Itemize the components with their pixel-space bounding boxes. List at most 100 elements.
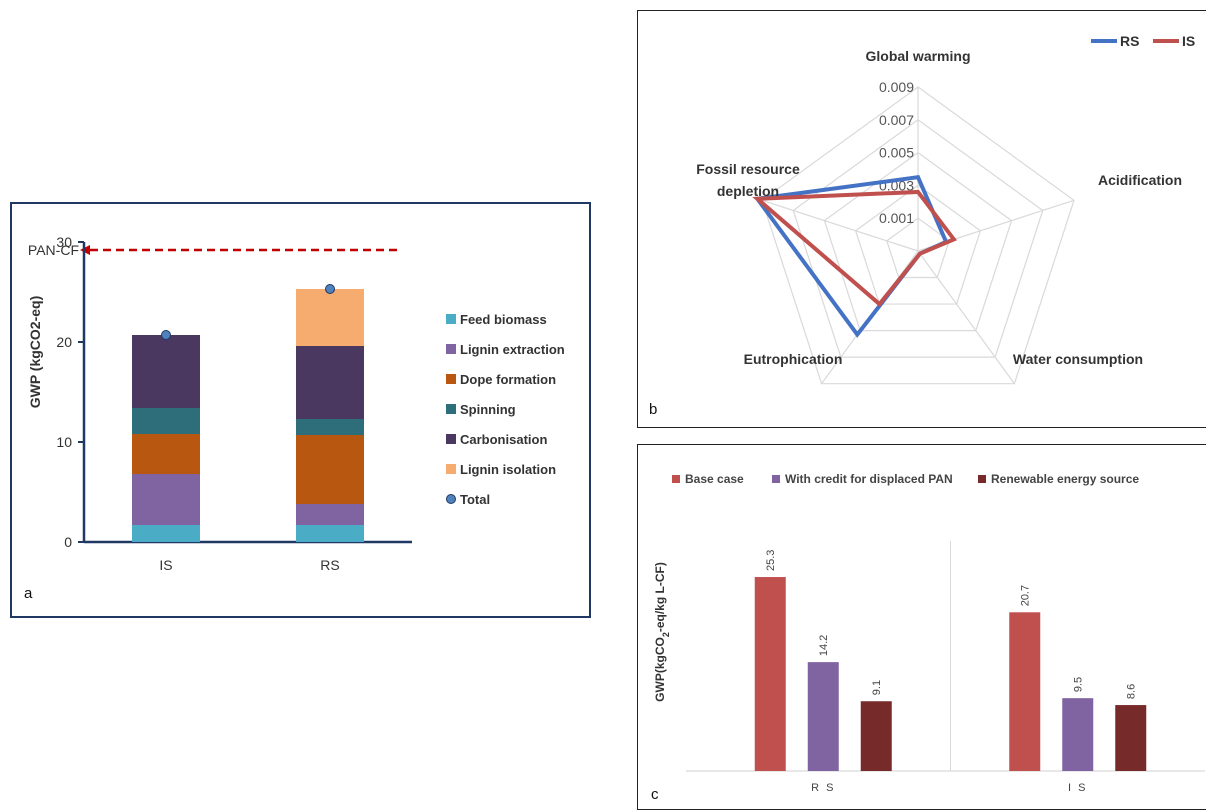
bars: 25.3 14.2 9.1 20.7 9.5 8.6 bbox=[754, 550, 1147, 771]
radar-axis-label-line: Global warming bbox=[865, 48, 970, 64]
legend-label: Base case bbox=[685, 472, 744, 486]
legend-label: Carbonisation bbox=[460, 432, 547, 447]
radar-tick-label: 0.007 bbox=[879, 112, 914, 128]
legend-label: Lignin isolation bbox=[460, 462, 556, 477]
x-tick-label: I S bbox=[1068, 782, 1087, 794]
legend-label: Spinning bbox=[460, 402, 516, 417]
legend-label: Total bbox=[460, 492, 490, 507]
radar-axis-label-eutrophication: Eutrophication bbox=[744, 351, 843, 367]
y-tick-label: 20 bbox=[56, 334, 72, 350]
radar-series-is bbox=[752, 189, 958, 307]
legend: RS IS bbox=[1091, 33, 1195, 49]
bar-with-credit-for-displaced-pan bbox=[807, 662, 839, 771]
radar-tick-label: 0.001 bbox=[879, 210, 914, 226]
radar-axis-label-global-warming: Global warming bbox=[865, 48, 970, 64]
radar-axis-label-line: Water consumption bbox=[1013, 351, 1143, 367]
legend-swatch bbox=[672, 475, 680, 483]
radar-axis-label-line: Acidification bbox=[1098, 172, 1182, 188]
y-axis-title-rest: -eq/kg L-CF) bbox=[653, 562, 667, 632]
gwp-stacked-bar-chart: PAN-CF 0 10 20 30 IS RS Feed biomass Lignin ex… bbox=[24, 234, 565, 602]
legend-item-is: IS bbox=[1153, 33, 1195, 49]
pan-cf-reference: PAN-CF bbox=[28, 242, 397, 258]
panel-a-stacked-bar-chart: PAN-CF 0 10 20 30 IS RS Feed biomass Lignin ex… bbox=[10, 202, 591, 618]
radar-spoke bbox=[917, 250, 1015, 385]
data-label: 20.7 bbox=[1020, 585, 1032, 606]
x-tick-label: R S bbox=[811, 782, 835, 794]
bar-segment-lignin-isolation bbox=[296, 289, 364, 346]
pan-cf-label: PAN-CF bbox=[28, 242, 79, 258]
data-label: 25.3 bbox=[765, 550, 777, 571]
legend-swatch bbox=[446, 464, 456, 474]
legend-swatch bbox=[978, 475, 986, 483]
gwp-scenario-bar-chart: Base case With credit for displaced PAN Re… bbox=[651, 472, 1205, 803]
bar-segment-lignin-extraction bbox=[132, 474, 200, 525]
legend-item-renewable-energy-source: Renewable energy source bbox=[978, 472, 1139, 486]
legend-item-total: Total bbox=[446, 492, 490, 507]
radar-axis-label-acidification: Acidification bbox=[1098, 172, 1182, 188]
legend-label: Feed biomass bbox=[460, 312, 547, 327]
radar-axis-label-water-consumption: Water consumption bbox=[1013, 351, 1143, 367]
legend-swatch bbox=[446, 434, 456, 444]
bar-segment-dope-formation bbox=[296, 435, 364, 504]
panel-letter-a: a bbox=[24, 585, 33, 602]
radar-spoke bbox=[761, 199, 919, 252]
legend-item-rs: RS bbox=[1091, 33, 1139, 49]
bar-segment-spinning bbox=[132, 408, 200, 434]
bar-with-credit-for-displaced-pan bbox=[1062, 698, 1094, 771]
data-label: 9.1 bbox=[871, 680, 883, 695]
data-label: 14.2 bbox=[818, 635, 830, 656]
radar-grid bbox=[761, 86, 1075, 385]
panel-b-radar-chart: 0.001 0.003 0.005 0.007 0.009 Global warming… bbox=[637, 10, 1206, 428]
radar-axis-label-line: depletion bbox=[717, 183, 779, 199]
legend-swatch bbox=[446, 314, 456, 324]
legend-swatch bbox=[446, 494, 456, 504]
legend-item-spinning: Spinning bbox=[446, 402, 516, 417]
legend-label: Lignin extraction bbox=[460, 342, 565, 357]
legend-item-with-credit-for-displaced-pan: With credit for displaced PAN bbox=[772, 472, 953, 486]
y-tick-label: 30 bbox=[56, 234, 72, 250]
legend-swatch bbox=[446, 344, 456, 354]
panel-letter-c: c bbox=[651, 786, 659, 803]
y-tick-label: 10 bbox=[56, 434, 72, 450]
total-marker bbox=[161, 330, 171, 340]
legend-item-feed-biomass: Feed biomass bbox=[446, 312, 547, 327]
bar-segment-feed-biomass bbox=[132, 525, 200, 542]
bar-base-case bbox=[1009, 612, 1041, 771]
y-axis-title-subscript: 2 bbox=[661, 632, 671, 637]
legend-label: Renewable energy source bbox=[991, 472, 1139, 486]
legend-swatch bbox=[772, 475, 780, 483]
legend-label: IS bbox=[1182, 33, 1195, 49]
legend: Base case With credit for displaced PAN Re… bbox=[672, 472, 1139, 486]
x-tick-label: IS bbox=[159, 557, 172, 573]
legend-item-lignin-extraction: Lignin extraction bbox=[446, 342, 565, 357]
radar-tick-label: 0.009 bbox=[879, 79, 914, 95]
radar-gridline bbox=[854, 184, 982, 305]
data-label: 8.6 bbox=[1126, 684, 1138, 699]
y-axis-title: GWP(kgCO2-eq/kg L-CF) bbox=[653, 562, 671, 702]
data-label: 9.5 bbox=[1073, 677, 1085, 692]
legend: Feed biomass Lignin extraction Dope format… bbox=[446, 312, 565, 507]
bar-segment-carbonisation bbox=[296, 346, 364, 419]
bar-segment-carbonisation bbox=[132, 335, 200, 408]
bar-renewable-energy-source bbox=[860, 701, 892, 771]
legend-label: With credit for displaced PAN bbox=[785, 472, 953, 486]
bar-segment-dope-formation bbox=[132, 434, 200, 474]
legend-item-lignin-isolation: Lignin isolation bbox=[446, 462, 556, 477]
legend-swatch bbox=[446, 404, 456, 414]
legend-item-base-case: Base case bbox=[672, 472, 744, 486]
radar-axis-label-fossil-resource-depletion: Fossil resource depletion bbox=[696, 161, 800, 199]
total-markers bbox=[161, 284, 335, 340]
radar-axis-label-line: Eutrophication bbox=[744, 351, 843, 367]
radar-gridline bbox=[761, 86, 1075, 385]
radar-tick-label: 0.005 bbox=[879, 145, 914, 161]
bars bbox=[132, 289, 364, 542]
radar-axis-label-line: Fossil resource bbox=[696, 161, 800, 177]
bar-segment-lignin-extraction bbox=[296, 504, 364, 525]
bar-segment-spinning bbox=[296, 419, 364, 435]
total-marker bbox=[325, 284, 335, 294]
legend-item-dope-formation: Dope formation bbox=[446, 372, 556, 387]
y-axis-title-main: GWP(kgCO bbox=[653, 637, 667, 702]
legend-label: Dope formation bbox=[460, 372, 556, 387]
